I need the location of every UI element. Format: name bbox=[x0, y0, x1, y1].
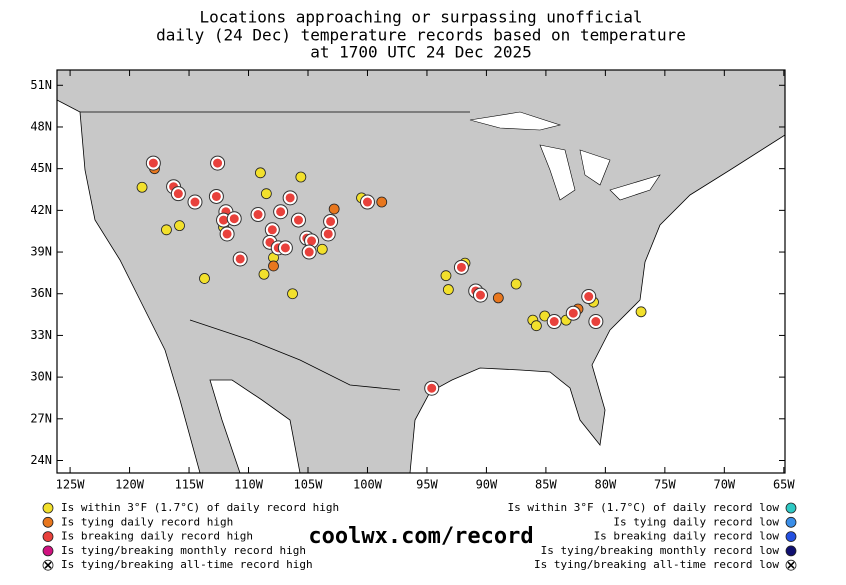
x-tick-label: 90W bbox=[476, 478, 498, 492]
station-point bbox=[295, 171, 307, 183]
legend-label: Is tying/breaking monthly record low bbox=[541, 544, 780, 557]
station-point bbox=[492, 292, 504, 304]
station-point bbox=[219, 226, 235, 242]
station-point bbox=[255, 167, 266, 179]
station-point bbox=[199, 273, 210, 284]
x-tick-label: 85W bbox=[535, 478, 557, 492]
station-point bbox=[161, 224, 172, 236]
title-line: daily (24 Dec) temperature records based… bbox=[156, 26, 686, 45]
station-point bbox=[546, 314, 562, 330]
y-tick-label: 30N bbox=[30, 370, 52, 384]
station-point bbox=[260, 188, 272, 200]
great-lakes bbox=[469, 111, 661, 201]
station-point bbox=[301, 244, 317, 260]
legend-marker-x bbox=[787, 561, 795, 569]
station-point bbox=[581, 289, 597, 305]
legend-marker bbox=[785, 516, 797, 528]
plot-frame bbox=[56, 69, 786, 474]
station-point bbox=[277, 240, 293, 256]
station-point bbox=[424, 380, 440, 396]
station-point bbox=[282, 190, 298, 206]
legend-label: Is within 3°F (1.7°C) of daily record lo… bbox=[507, 501, 779, 514]
station-point bbox=[258, 268, 270, 280]
border bbox=[80, 111, 470, 391]
x-tick-label: 125W bbox=[56, 478, 86, 492]
y-tick-label: 33N bbox=[30, 328, 52, 342]
station-point bbox=[530, 320, 542, 332]
station-point bbox=[635, 306, 647, 318]
legend-marker bbox=[785, 531, 797, 542]
title-line: at 1700 UTC 24 Dec 2025 bbox=[310, 43, 532, 62]
x-tick-label: 80W bbox=[595, 478, 617, 492]
x-tick-label: 115W bbox=[175, 478, 205, 492]
station-point bbox=[320, 226, 336, 242]
footer-url: coolwx.com/record bbox=[308, 524, 533, 549]
station-point bbox=[174, 220, 185, 232]
station-point bbox=[472, 287, 488, 303]
y-tick-label: 51N bbox=[30, 78, 52, 92]
station-point bbox=[170, 186, 186, 202]
legend-label: Is breaking daily record high bbox=[61, 530, 253, 543]
legend-label: Is within 3°F (1.7°C) of daily record hi… bbox=[61, 501, 339, 514]
station-point bbox=[145, 155, 161, 171]
station-point bbox=[565, 305, 581, 321]
station-point bbox=[273, 204, 289, 220]
station-point bbox=[328, 203, 340, 215]
station-point bbox=[216, 212, 232, 228]
station-point bbox=[376, 196, 388, 208]
station-point bbox=[250, 207, 266, 223]
legend-marker-x bbox=[44, 561, 52, 569]
legend-marker bbox=[785, 502, 797, 514]
legend-marker bbox=[42, 516, 54, 528]
station-point bbox=[440, 270, 452, 282]
x-tick-label: 110W bbox=[234, 478, 264, 492]
legend-label: Is tying/breaking all-time record low bbox=[534, 558, 779, 571]
title-line: Locations approaching or surpassing unof… bbox=[199, 8, 642, 27]
station-point bbox=[136, 181, 148, 193]
x-tick-label: 70W bbox=[713, 478, 735, 492]
station-point bbox=[268, 260, 279, 272]
y-tick-label: 36N bbox=[30, 286, 52, 300]
legend-marker bbox=[42, 545, 54, 557]
station-point bbox=[316, 243, 328, 255]
legend-label: Is tying/breaking monthly record high bbox=[61, 544, 306, 557]
legend-label: Is tying/breaking all-time record high bbox=[61, 558, 313, 571]
y-tick-label: 48N bbox=[30, 119, 52, 133]
station-point bbox=[264, 222, 280, 238]
legend-label: Is breaking daily record low bbox=[594, 530, 780, 543]
station-point bbox=[208, 188, 224, 204]
station-point bbox=[510, 278, 522, 290]
station-point bbox=[226, 211, 242, 227]
station-point bbox=[323, 213, 339, 229]
x-tick-label: 65W bbox=[773, 478, 795, 492]
y-tick-label: 24N bbox=[30, 453, 52, 467]
station-point bbox=[359, 194, 375, 210]
y-tick-label: 27N bbox=[30, 411, 52, 425]
station-point bbox=[210, 155, 226, 171]
legend-marker bbox=[785, 545, 797, 557]
legend-label: Is tying daily record low bbox=[613, 515, 779, 528]
legend-label: Is tying daily record high bbox=[61, 515, 233, 528]
station-point bbox=[232, 251, 248, 267]
station-point bbox=[287, 288, 298, 300]
y-tick-label: 45N bbox=[30, 161, 52, 175]
x-tick-label: 95W bbox=[416, 478, 438, 492]
legend-marker bbox=[42, 531, 54, 542]
x-tick-label: 100W bbox=[353, 478, 383, 492]
station-point bbox=[290, 212, 306, 228]
station-point bbox=[187, 194, 203, 210]
station-point bbox=[453, 259, 469, 275]
station-point bbox=[442, 284, 454, 295]
y-tick-label: 39N bbox=[30, 245, 52, 259]
station-point bbox=[304, 233, 320, 249]
y-tick-label: 42N bbox=[30, 203, 52, 217]
legend-marker bbox=[42, 502, 54, 514]
x-tick-label: 75W bbox=[654, 478, 676, 492]
x-tick-label: 120W bbox=[115, 478, 145, 492]
x-tick-label: 105W bbox=[294, 478, 324, 492]
station-point bbox=[588, 314, 604, 330]
